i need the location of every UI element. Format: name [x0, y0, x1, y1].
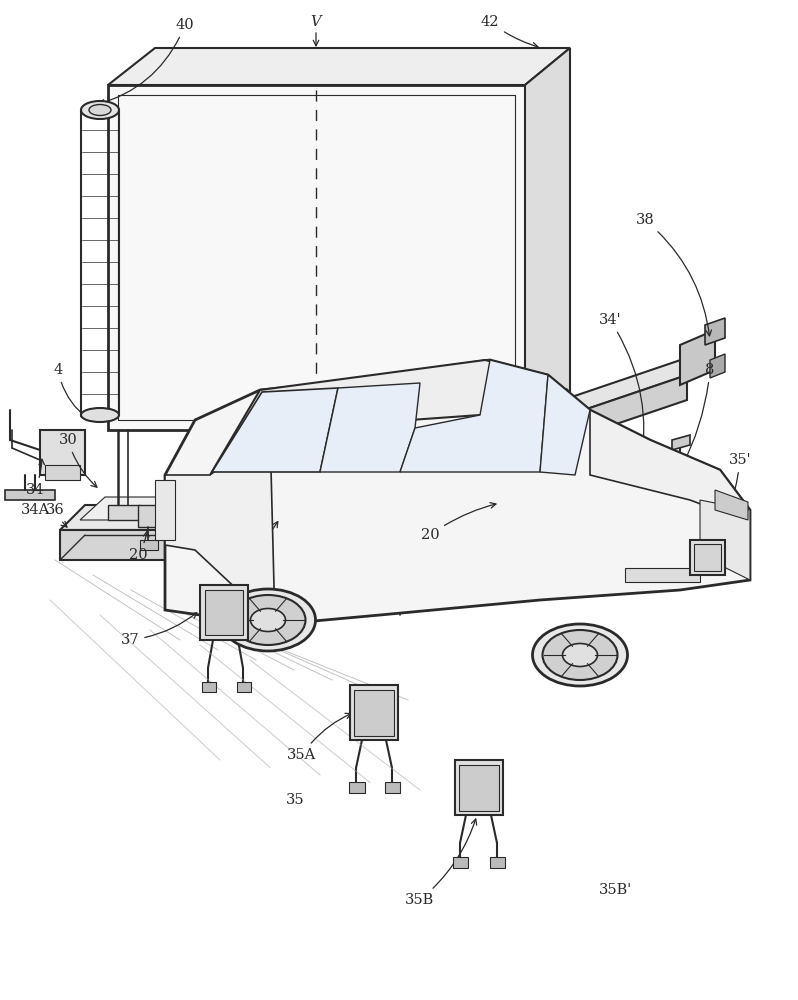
Text: 35: 35: [286, 793, 304, 807]
Text: 36: 36: [45, 503, 67, 527]
Polygon shape: [710, 354, 725, 378]
Ellipse shape: [231, 595, 306, 645]
Polygon shape: [285, 511, 307, 529]
Polygon shape: [200, 585, 248, 640]
Text: 20: 20: [421, 503, 496, 542]
Polygon shape: [320, 383, 420, 472]
Polygon shape: [108, 505, 140, 520]
Polygon shape: [465, 511, 487, 529]
Polygon shape: [80, 497, 645, 520]
Polygon shape: [165, 430, 275, 625]
Polygon shape: [400, 360, 548, 472]
Polygon shape: [525, 350, 710, 430]
Polygon shape: [5, 490, 55, 500]
Ellipse shape: [220, 589, 315, 651]
Polygon shape: [138, 505, 162, 527]
Text: 40: 40: [99, 18, 194, 105]
Ellipse shape: [543, 630, 618, 680]
Polygon shape: [715, 490, 748, 520]
Text: 42: 42: [480, 15, 538, 48]
Text: 35B': 35B': [598, 883, 632, 897]
Ellipse shape: [81, 408, 119, 422]
Polygon shape: [525, 48, 570, 430]
Ellipse shape: [81, 101, 119, 119]
Text: 35': 35': [712, 453, 751, 551]
Polygon shape: [672, 435, 690, 450]
Polygon shape: [165, 360, 750, 625]
Polygon shape: [45, 465, 80, 480]
Polygon shape: [315, 511, 337, 529]
Polygon shape: [108, 85, 525, 430]
Polygon shape: [108, 48, 570, 85]
Polygon shape: [350, 685, 398, 740]
Polygon shape: [375, 511, 397, 529]
Text: 4: 4: [53, 363, 87, 418]
Polygon shape: [680, 330, 715, 385]
Polygon shape: [694, 544, 721, 571]
Polygon shape: [155, 480, 175, 540]
Text: 9: 9: [494, 388, 570, 415]
Polygon shape: [205, 590, 243, 635]
Text: V: V: [310, 15, 322, 29]
Text: 30: 30: [58, 433, 97, 487]
Polygon shape: [525, 375, 687, 455]
Text: 38: 38: [636, 213, 712, 336]
Polygon shape: [540, 375, 590, 475]
Polygon shape: [455, 760, 503, 815]
Text: 35B: 35B: [405, 819, 476, 907]
Polygon shape: [625, 568, 700, 582]
Text: 3: 3: [227, 522, 278, 577]
Ellipse shape: [532, 624, 627, 686]
Polygon shape: [237, 682, 251, 692]
Polygon shape: [60, 505, 660, 530]
Polygon shape: [705, 318, 725, 345]
Polygon shape: [345, 511, 367, 529]
Ellipse shape: [563, 644, 598, 666]
Text: 35A: 35A: [287, 713, 351, 762]
Polygon shape: [354, 690, 394, 736]
Polygon shape: [212, 388, 338, 472]
Polygon shape: [202, 682, 216, 692]
Polygon shape: [492, 525, 510, 535]
Polygon shape: [349, 782, 365, 793]
Polygon shape: [60, 530, 635, 560]
Polygon shape: [690, 540, 725, 575]
Polygon shape: [225, 511, 247, 529]
Polygon shape: [500, 505, 532, 520]
Polygon shape: [140, 540, 158, 550]
Polygon shape: [405, 511, 427, 529]
Ellipse shape: [251, 608, 286, 632]
Polygon shape: [453, 857, 468, 868]
Polygon shape: [490, 490, 514, 512]
Polygon shape: [210, 510, 490, 530]
Text: 20: 20: [128, 531, 149, 562]
Polygon shape: [700, 500, 750, 580]
Text: 34': 34': [598, 313, 645, 466]
Polygon shape: [459, 765, 499, 811]
Polygon shape: [490, 857, 505, 868]
Polygon shape: [255, 511, 277, 529]
Text: 34A: 34A: [21, 503, 49, 517]
Text: 8: 8: [682, 363, 715, 466]
Polygon shape: [210, 360, 590, 475]
Text: 37: 37: [120, 613, 197, 647]
Polygon shape: [435, 511, 457, 529]
Polygon shape: [40, 430, 85, 475]
Polygon shape: [620, 460, 655, 490]
Polygon shape: [385, 782, 400, 793]
Ellipse shape: [89, 104, 111, 115]
Polygon shape: [590, 410, 750, 515]
Text: 34: 34: [26, 459, 45, 497]
